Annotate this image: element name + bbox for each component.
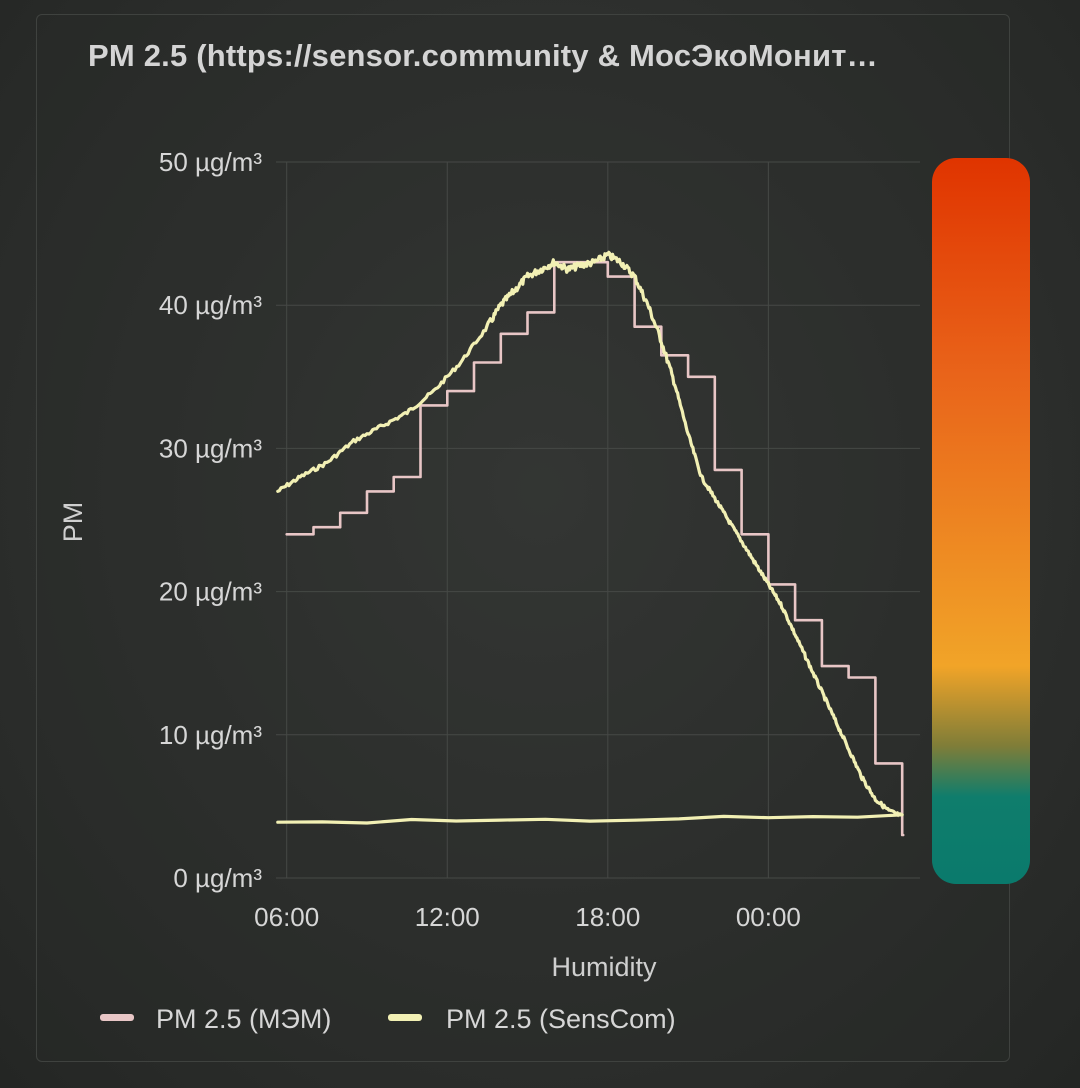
x-tick-label: 18:00 <box>575 902 640 932</box>
y-tick-label: 10 µg/m³ <box>159 720 262 750</box>
legend-swatch-senscom <box>388 1014 422 1021</box>
x-tick-label: 00:00 <box>736 902 801 932</box>
legend-swatch-mem <box>100 1014 134 1021</box>
x-axis-title: Humidity <box>551 952 657 982</box>
legend-label-senscom: PM 2.5 (SensCom) <box>446 1004 676 1034</box>
y-tick-label: 30 µg/m³ <box>159 433 262 463</box>
series-line-mem <box>285 260 905 837</box>
legend-item-senscom[interactable]: PM 2.5 (SensCom) <box>388 1004 676 1034</box>
x-axis: 06:00 12:00 18:00 00:00 <box>254 902 801 932</box>
x-tick-label: 12:00 <box>415 902 480 932</box>
series-line-senscom <box>276 250 904 825</box>
chart-panel <box>36 14 1010 1062</box>
y-tick-label: 50 µg/m³ <box>159 147 262 177</box>
y-axis-title: PM <box>58 502 88 543</box>
panel-title[interactable]: PM 2.5 (https://sensor.community & МосЭк… <box>88 38 878 73</box>
y-tick-label: 40 µg/m³ <box>159 290 262 320</box>
grid <box>276 161 920 879</box>
x-tick-label: 06:00 <box>254 902 319 932</box>
series <box>276 250 905 837</box>
legend: PM 2.5 (МЭМ) PM 2.5 (SensCom) <box>100 1004 676 1034</box>
y-tick-label: 0 µg/m³ <box>173 863 262 893</box>
y-axis: 0 µg/m³ 10 µg/m³ 20 µg/m³ 30 µg/m³ 40 µg/m³ 5… <box>159 147 262 893</box>
pm-level-gauge <box>932 158 1030 884</box>
legend-label-mem: PM 2.5 (МЭМ) <box>156 1004 331 1034</box>
legend-item-mem[interactable]: PM 2.5 (МЭМ) <box>100 1004 331 1034</box>
y-tick-label: 20 µg/m³ <box>159 577 262 607</box>
